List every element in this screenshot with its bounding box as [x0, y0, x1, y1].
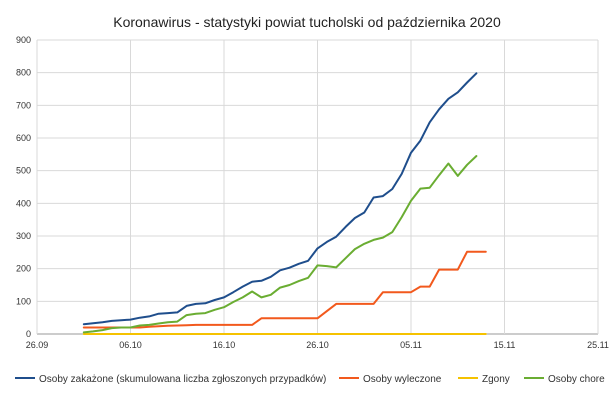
x-tick-label: 26.09	[26, 340, 49, 350]
legend-label-2: Zgony	[482, 374, 510, 385]
y-tick-label: 600	[16, 133, 31, 143]
y-tick-label: 500	[16, 166, 31, 176]
x-tick-label: 26.10	[306, 340, 329, 350]
y-tick-label: 100	[16, 296, 31, 306]
series-line-1	[82, 250, 487, 329]
series-line-3	[82, 155, 478, 334]
y-tick-label: 400	[16, 198, 31, 208]
x-tick-label: 06.10	[119, 340, 142, 350]
x-tick-label: 25.11	[587, 340, 609, 350]
y-tick-label: 800	[16, 68, 31, 78]
series-lines	[82, 72, 487, 335]
legend-label-3: Osoby chore	[548, 374, 605, 385]
x-tick-label: 15.11	[494, 340, 516, 350]
y-tick-label: 900	[16, 35, 31, 45]
x-tick-label: 05.11	[400, 340, 422, 350]
y-tick-label: 700	[16, 100, 31, 110]
gridlines	[36, 39, 599, 335]
axes: 0 100 200 300 400 500 600 700 800 900 26.09 06.10 16…	[16, 35, 609, 350]
legend-label-1: Osoby wyleczone	[363, 374, 442, 385]
x-tick-label: 16.10	[213, 340, 236, 350]
y-tick-label: 300	[16, 231, 31, 241]
legend: Osoby zakażone (skumulowana liczba zgłos…	[15, 374, 605, 385]
legend-label-0: Osoby zakażone (skumulowana liczba zgłos…	[39, 374, 326, 385]
series-line-0	[82, 72, 478, 326]
y-tick-label: 0	[26, 329, 31, 339]
chart-title: Koronawirus - statystyki powiat tucholsk…	[113, 14, 501, 30]
y-tick-label: 200	[16, 264, 31, 274]
